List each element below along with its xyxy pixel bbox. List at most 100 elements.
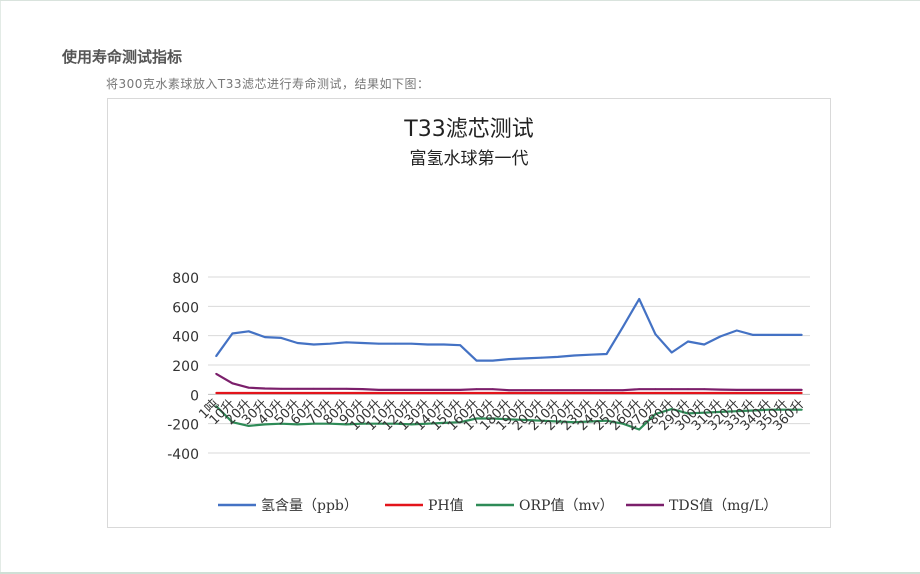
data-point [573, 389, 575, 392]
data-point [589, 353, 592, 356]
data-point [752, 389, 754, 391]
data-point [556, 392, 559, 394]
data-point [654, 413, 657, 416]
section-heading: 使用寿命测试指标 [62, 48, 183, 66]
data-point [215, 355, 218, 358]
y-tick-label: 600 [172, 300, 199, 316]
data-point [654, 333, 657, 336]
data-point [491, 392, 494, 394]
data-point [556, 356, 559, 358]
y-tick-label: -200 [167, 418, 199, 434]
legend-label: TDS值（mg/L） [669, 498, 777, 514]
data-point [215, 392, 218, 394]
data-point [394, 392, 397, 394]
data-point [605, 353, 608, 355]
data-point [589, 420, 592, 423]
data-point [540, 389, 543, 392]
data-point [426, 343, 429, 346]
data-point [687, 392, 689, 394]
series-line [215, 372, 802, 392]
data-point [247, 424, 250, 427]
data-point [459, 344, 462, 347]
legend-label: PH值 [428, 498, 464, 514]
data-point [247, 386, 250, 389]
data-point [377, 389, 380, 391]
data-point [475, 388, 478, 391]
chart-subtitle: 富氢水球第一代 [409, 149, 529, 169]
data-point [719, 392, 722, 394]
data-point [443, 389, 445, 391]
data-point [800, 334, 803, 336]
data-point [638, 298, 641, 300]
data-point [410, 423, 413, 426]
data-point [394, 422, 397, 425]
data-point [264, 423, 266, 426]
y-tick-label: 200 [172, 359, 199, 375]
data-point [524, 419, 527, 421]
section-description: 将300克水素球放入T33滤芯进行寿命测试，结果如下图： [106, 77, 430, 91]
data-point [443, 392, 445, 394]
data-point [345, 387, 348, 390]
data-point [638, 388, 641, 391]
data-point [491, 388, 494, 391]
data-point [589, 392, 592, 394]
data-point [312, 343, 315, 346]
data-point [426, 392, 429, 394]
data-point [312, 422, 315, 425]
data-point [410, 392, 413, 394]
data-point [800, 392, 803, 394]
data-point [345, 423, 348, 426]
data-point [638, 428, 641, 431]
data-point [621, 389, 624, 392]
data-point [540, 356, 543, 359]
legend-label: ORP值（mv） [519, 498, 614, 514]
data-point [687, 340, 689, 343]
data-point [264, 387, 266, 390]
data-point [475, 417, 478, 420]
y-tick-label: 400 [172, 330, 199, 346]
data-point [312, 387, 315, 390]
y-tick-label: 0 [190, 388, 199, 404]
data-point [345, 392, 348, 394]
top-border [0, 0, 920, 1]
data-point [556, 389, 559, 392]
data-point [524, 357, 527, 360]
data-point [524, 389, 527, 392]
data-point [752, 392, 754, 394]
data-point [589, 389, 592, 392]
data-point [329, 342, 331, 345]
data-point [280, 392, 283, 394]
data-point [410, 389, 413, 391]
data-point [670, 392, 673, 394]
data-point [264, 392, 266, 394]
data-point [329, 387, 331, 390]
data-point [361, 388, 364, 390]
data-point [280, 387, 283, 390]
left-border [0, 0, 1, 574]
data-point [394, 389, 397, 391]
data-point [540, 392, 543, 394]
data-point [296, 387, 299, 390]
data-point [329, 422, 331, 425]
data-point [719, 335, 722, 338]
series-line [215, 297, 802, 362]
data-point [621, 325, 624, 328]
data-point [768, 392, 771, 394]
data-point [231, 382, 234, 385]
bottom-border [0, 572, 920, 574]
y-tick-label: -400 [167, 447, 199, 463]
data-point [231, 421, 234, 424]
data-point [491, 417, 494, 420]
data-point [540, 419, 543, 422]
data-point [459, 389, 462, 391]
data-point [215, 372, 218, 375]
data-point [605, 389, 608, 392]
data-point [443, 343, 445, 346]
data-point [231, 332, 234, 335]
data-point [361, 342, 364, 344]
data-point [296, 423, 299, 426]
data-point [426, 422, 429, 425]
data-point [459, 392, 462, 394]
data-point [784, 408, 787, 411]
data-point [508, 358, 510, 361]
